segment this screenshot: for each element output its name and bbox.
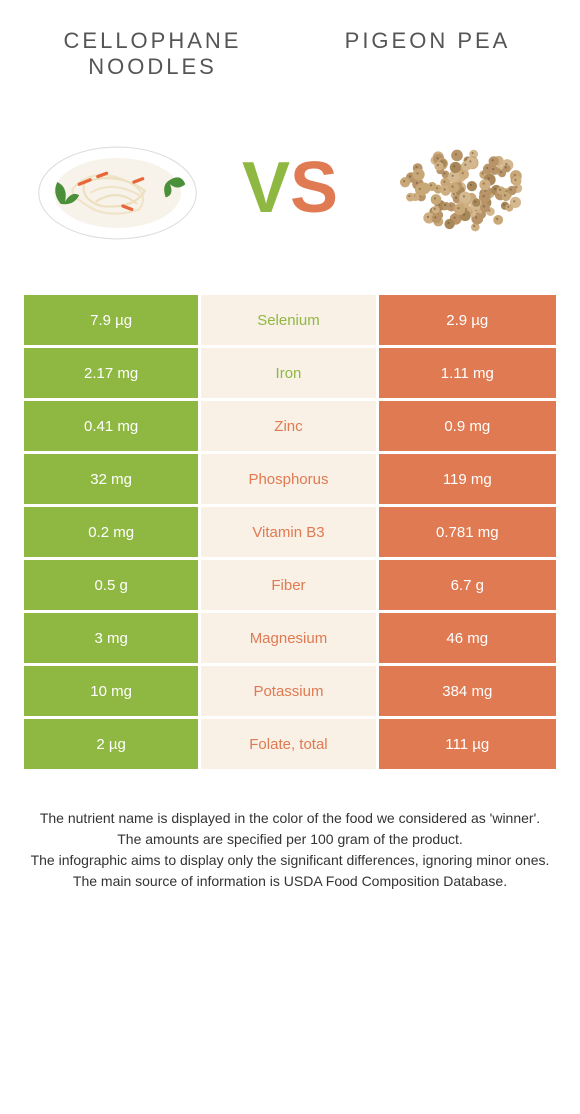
vs-v: V [242, 152, 290, 224]
value-right: 119 mg [379, 454, 556, 504]
nutrient-label: Folate, total [201, 719, 378, 769]
table-row: 7.9 µgSelenium2.9 µg [24, 295, 556, 348]
nutrient-label: Selenium [201, 295, 378, 345]
value-right: 0.9 mg [379, 401, 556, 451]
nutrient-label: Potassium [201, 666, 378, 716]
nutrient-label: Vitamin B3 [201, 507, 378, 557]
footer-line-1: The nutrient name is displayed in the co… [20, 808, 560, 829]
footer-line-2: The amounts are specified per 100 gram o… [20, 829, 560, 850]
value-left: 10 mg [24, 666, 201, 716]
nutrient-label: Fiber [201, 560, 378, 610]
table-row: 2 µgFolate, total111 µg [24, 719, 556, 772]
vs-label: V S [242, 152, 338, 224]
noodles-image [30, 120, 205, 255]
value-left: 32 mg [24, 454, 201, 504]
table-row: 0.41 mgZinc0.9 mg [24, 401, 556, 454]
table-row: 10 mgPotassium384 mg [24, 666, 556, 719]
value-right: 0.781 mg [379, 507, 556, 557]
table-row: 0.2 mgVitamin B30.781 mg [24, 507, 556, 560]
pigeon-pea-image [375, 120, 550, 255]
footer-line-3: The infographic aims to display only the… [20, 850, 560, 871]
value-left: 7.9 µg [24, 295, 201, 345]
vs-s: S [290, 152, 338, 224]
value-left: 3 mg [24, 613, 201, 663]
value-right: 111 µg [379, 719, 556, 769]
images-row: V S [0, 90, 580, 295]
value-right: 1.11 mg [379, 348, 556, 398]
footer-notes: The nutrient name is displayed in the co… [0, 772, 580, 892]
value-right: 46 mg [379, 613, 556, 663]
nutrient-label: Magnesium [201, 613, 378, 663]
value-left: 0.41 mg [24, 401, 201, 451]
nutrient-label: Zinc [201, 401, 378, 451]
nutrient-label: Iron [201, 348, 378, 398]
header: CELLOPHANE NOODLES PIGEON PEA [0, 0, 580, 90]
value-right: 384 mg [379, 666, 556, 716]
table-row: 3 mgMagnesium46 mg [24, 613, 556, 666]
table-row: 32 mgPhosphorus119 mg [24, 454, 556, 507]
value-right: 6.7 g [379, 560, 556, 610]
value-left: 2.17 mg [24, 348, 201, 398]
value-left: 0.2 mg [24, 507, 201, 557]
title-left: CELLOPHANE NOODLES [40, 28, 265, 80]
value-left: 2 µg [24, 719, 201, 769]
comparison-table: 7.9 µgSelenium2.9 µg2.17 mgIron1.11 mg0.… [24, 295, 556, 772]
nutrient-label: Phosphorus [201, 454, 378, 504]
table-row: 2.17 mgIron1.11 mg [24, 348, 556, 401]
value-right: 2.9 µg [379, 295, 556, 345]
footer-line-4: The main source of information is USDA F… [20, 871, 560, 892]
table-row: 0.5 gFiber6.7 g [24, 560, 556, 613]
value-left: 0.5 g [24, 560, 201, 610]
title-right: PIGEON PEA [315, 28, 540, 80]
